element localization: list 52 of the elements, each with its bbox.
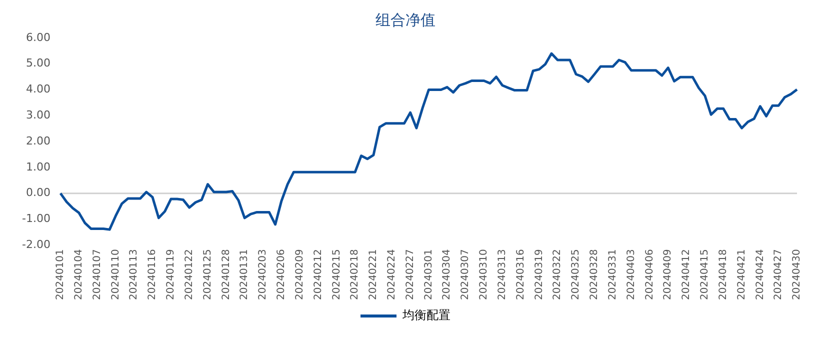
x-tick-label: 20240206 [276,249,288,300]
x-tick-label: 20240424 [754,249,766,300]
x-tick-label: 20240128 [220,249,232,300]
x-tick-label: 20240131 [239,249,250,300]
y-tick-label: 6.00 [26,30,50,44]
x-tick-label: 20240203 [258,249,269,300]
chart-title: 组合净值 [376,10,436,29]
x-tick-label: 20240209 [294,249,306,300]
x-tick-label: 20240403 [626,249,637,300]
y-tick-label: 2.00 [26,134,50,148]
y-tick-label: 0.00 [26,186,50,200]
x-tick-label: 20240412 [681,249,692,300]
x-tick-label: 20240310 [478,249,490,300]
x-tick-label: 20240307 [460,249,472,300]
x-tick-label: 20240430 [792,249,803,300]
x-tick-label: 20240409 [662,249,674,300]
x-tick-label: 20240221 [368,249,380,300]
x-tick-label: 20240427 [773,249,784,300]
x-tick-label: 20240212 [312,249,324,300]
x-tick-label: 20240325 [570,249,582,300]
x-tick-label: 20240218 [350,249,361,300]
x-tick-label: 20240406 [644,249,656,300]
y-tick-label: 1.00 [26,160,50,174]
y-tick-label: -1.00 [22,212,50,226]
x-tick-label: 20240316 [515,249,526,300]
x-tick-label: 20240104 [73,249,84,300]
x-tick-label: 20240301 [423,249,434,300]
x-tick-label: 20240421 [736,249,748,300]
x-tick-label: 20240313 [496,249,508,300]
x-tick-label: 20240328 [589,249,600,300]
y-tick-label: 4.00 [26,82,50,96]
x-tick-label: 20240125 [202,249,214,300]
x-tick-label: 20240331 [607,249,618,300]
x-tick-label: 20240215 [331,249,342,300]
x-tick-label: 20240107 [92,249,103,300]
x-tick-label: 20240101 [55,249,66,300]
x-tick-label: 20240110 [110,249,122,300]
x-tick-label: 20240227 [404,249,416,300]
y-tick-label: 3.00 [26,108,50,122]
x-tick-label: 20240304 [442,249,453,300]
x-tick-label: 20240415 [700,249,711,300]
legend-label: 均衡配置 [402,308,450,322]
x-tick-label: 20240119 [166,249,177,300]
x-tick-label: 20240224 [386,249,398,300]
x-tick-label: 20240418 [718,249,729,300]
x-tick-label: 20240122 [184,249,195,300]
x-tick-label: 20240322 [552,249,564,300]
x-tick-label: 20240319 [534,249,545,300]
y-tick-label: 5.00 [26,56,50,70]
x-tick-label: 20240116 [147,249,158,300]
x-tick-label: 20240113 [128,249,140,300]
y-tick-label: -2.00 [22,238,50,251]
